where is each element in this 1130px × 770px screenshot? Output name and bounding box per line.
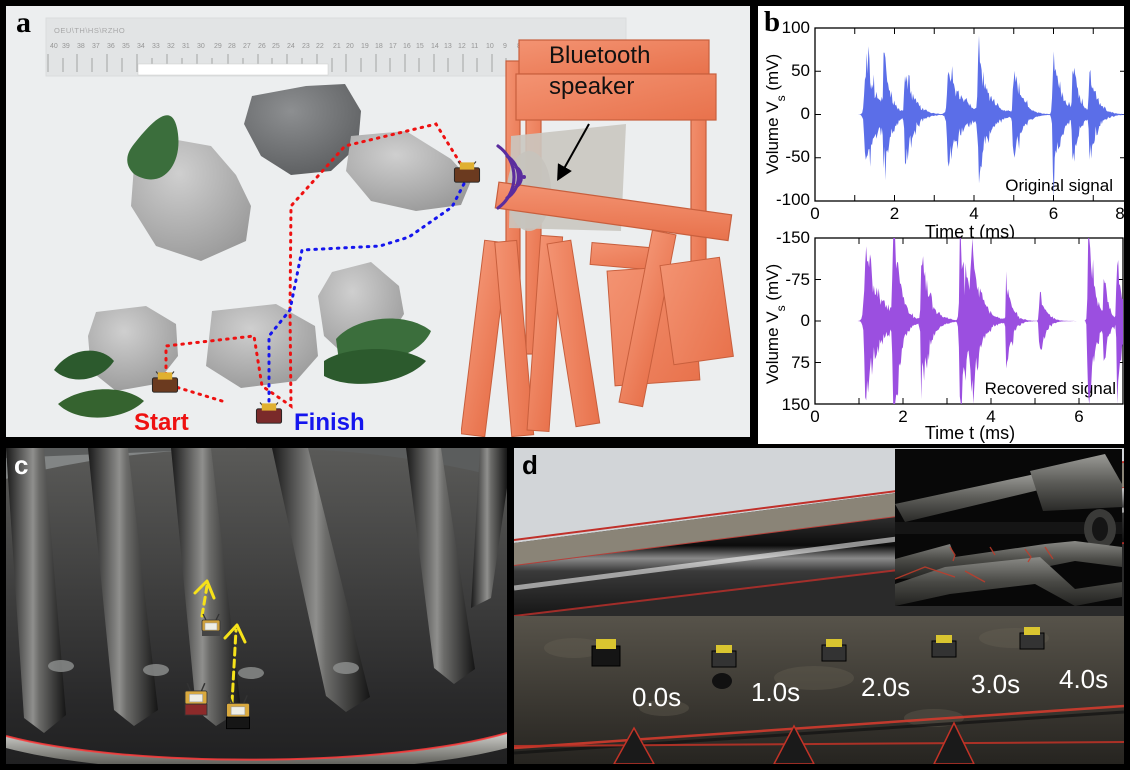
- svg-text:-75: -75: [785, 270, 810, 289]
- svg-text:35: 35: [122, 43, 130, 50]
- svg-text:Finish: Finish: [294, 409, 365, 436]
- svg-text:28: 28: [228, 43, 236, 50]
- svg-text:4: 4: [969, 204, 978, 223]
- svg-text:36: 36: [107, 43, 115, 50]
- svg-text:Recovered signal: Recovered signal: [985, 379, 1116, 398]
- svg-text:50: 50: [791, 61, 810, 80]
- svg-text:0.0s: 0.0s: [632, 682, 681, 712]
- svg-text:OEU\TH\HS\RZHO: OEU\TH\HS\RZHO: [54, 26, 125, 35]
- svg-text:39: 39: [62, 43, 70, 50]
- svg-text:0: 0: [810, 407, 819, 426]
- svg-text:-150: -150: [776, 228, 810, 247]
- svg-text:0: 0: [801, 104, 810, 123]
- svg-text:20: 20: [346, 43, 354, 50]
- svg-text:29: 29: [214, 43, 222, 50]
- svg-text:Start: Start: [134, 409, 189, 436]
- svg-text:75: 75: [791, 353, 810, 372]
- svg-text:34: 34: [137, 43, 145, 50]
- svg-text:17: 17: [389, 43, 397, 50]
- svg-text:-50: -50: [785, 147, 810, 166]
- svg-text:0: 0: [801, 311, 810, 330]
- svg-text:18: 18: [375, 43, 383, 50]
- svg-text:38: 38: [77, 43, 85, 50]
- svg-text:100: 100: [782, 18, 810, 37]
- svg-text:8: 8: [1115, 204, 1124, 223]
- svg-text:-100: -100: [776, 190, 810, 209]
- svg-text:32: 32: [167, 43, 175, 50]
- svg-text:31: 31: [182, 43, 190, 50]
- svg-text:19: 19: [361, 43, 369, 50]
- svg-text:27: 27: [243, 43, 251, 50]
- svg-text:Time t (ms): Time t (ms): [925, 423, 1015, 443]
- svg-text:40: 40: [50, 43, 58, 50]
- svg-text:Original signal: Original signal: [1005, 176, 1113, 195]
- svg-text:6: 6: [1049, 204, 1058, 223]
- svg-text:24: 24: [287, 43, 295, 50]
- svg-text:3.0s: 3.0s: [971, 669, 1020, 699]
- svg-text:33: 33: [152, 43, 160, 50]
- svg-text:150: 150: [782, 395, 810, 414]
- svg-text:Volume Vs (mV): Volume Vs (mV): [763, 264, 788, 384]
- svg-text:22: 22: [316, 43, 324, 50]
- svg-text:2: 2: [890, 204, 899, 223]
- svg-text:Bluetooth: Bluetooth: [549, 42, 650, 69]
- svg-text:2: 2: [898, 407, 907, 426]
- svg-text:0: 0: [810, 204, 819, 223]
- svg-text:15: 15: [416, 43, 424, 50]
- svg-text:4.0s: 4.0s: [1059, 664, 1108, 694]
- svg-text:26: 26: [258, 43, 266, 50]
- svg-text:37: 37: [92, 43, 100, 50]
- svg-text:Volume Vs (mV): Volume Vs (mV): [763, 54, 788, 174]
- svg-text:21: 21: [333, 43, 341, 50]
- svg-text:25: 25: [272, 43, 280, 50]
- svg-text:2.0s: 2.0s: [861, 672, 910, 702]
- svg-text:1.0s: 1.0s: [751, 677, 800, 707]
- svg-text:23: 23: [302, 43, 310, 50]
- svg-text:16: 16: [403, 43, 411, 50]
- svg-text:6: 6: [1074, 407, 1083, 426]
- svg-text:30: 30: [197, 43, 205, 50]
- svg-text:speaker: speaker: [549, 73, 634, 100]
- svg-text:14: 14: [431, 43, 439, 50]
- svg-text:13: 13: [444, 43, 452, 50]
